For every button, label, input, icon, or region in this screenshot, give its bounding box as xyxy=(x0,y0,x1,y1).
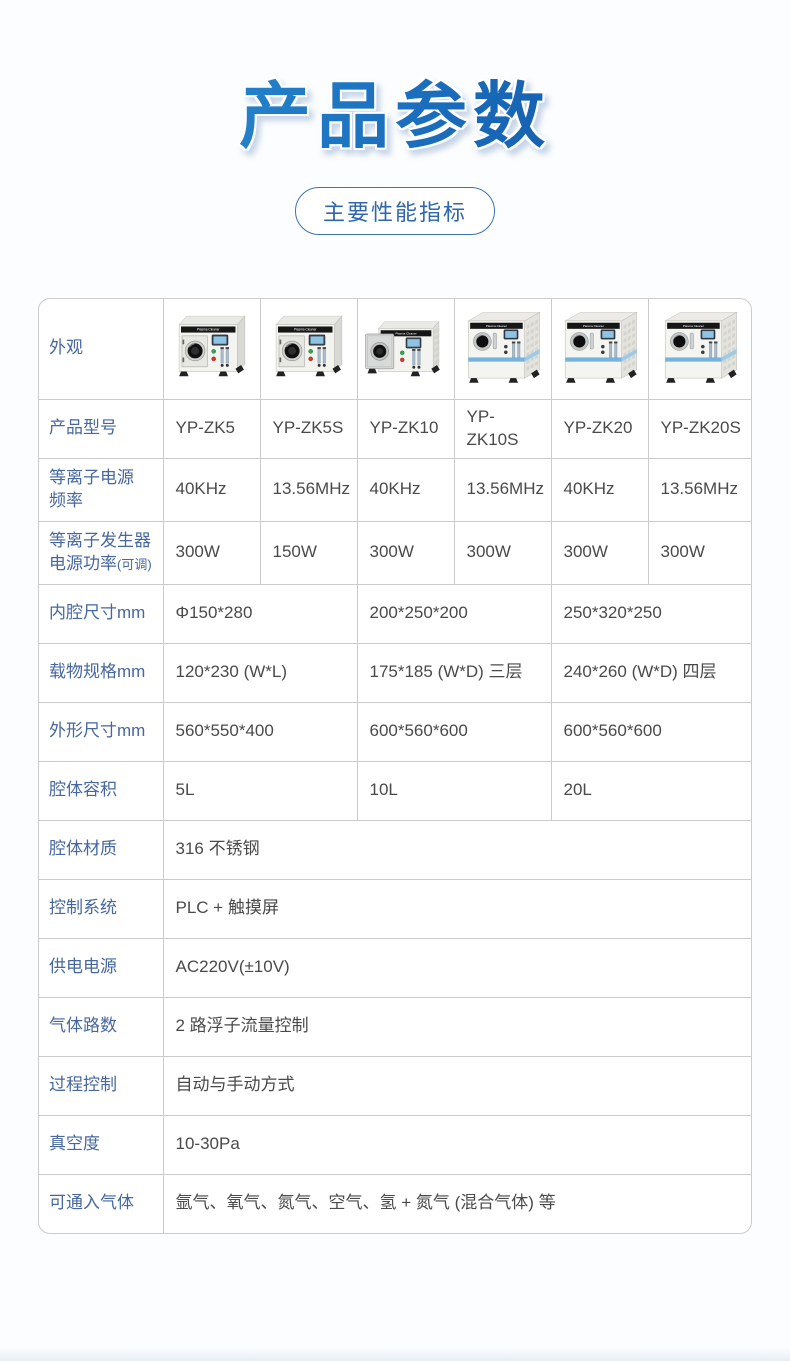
svg-text:Plasma Cleaner: Plasma Cleaner xyxy=(196,328,220,332)
spec-cell: 40KHz xyxy=(550,457,649,522)
spec-row-vacuum: 真空度 10-30Pa xyxy=(39,1114,751,1175)
product-image-yp-zk5: Plasma Cleaner xyxy=(166,315,258,377)
performance-badge: 主要性能指标 xyxy=(294,187,495,236)
product-image-cell: Plasma Cleaner xyxy=(453,299,552,400)
spec-cell: 40KHz xyxy=(162,457,261,522)
product-image-yp-zk5s: Plasma Cleaner xyxy=(263,315,355,377)
model-cell: YP-ZK5S xyxy=(259,398,358,459)
spec-cell: 10L xyxy=(356,760,552,821)
bottom-strip xyxy=(0,1348,790,1361)
model-cell: YP-ZK5 xyxy=(162,398,261,459)
spec-cell: 300W xyxy=(550,520,649,585)
spec-row-model: 产品型号 YP-ZK5 YP-ZK5S YP-ZK10 YP-ZK10S YP-… xyxy=(39,398,751,459)
spec-row-gases: 可通入气体 氩气、氧气、氮气、空气、氢 + 氮气 (混合气体) 等 xyxy=(39,1173,751,1234)
spec-cell: 氩气、氧气、氮气、空气、氢 + 氮气 (混合气体) 等 xyxy=(162,1173,751,1234)
spec-cell: PLC + 触摸屏 xyxy=(162,878,751,939)
row-label-volume: 腔体容积 xyxy=(39,760,164,821)
row-label-gas-channels: 气体路数 xyxy=(39,996,164,1057)
spec-cell: Φ150*280 xyxy=(162,583,358,644)
spec-table: 外观 Plasma Cleaner Plasma xyxy=(39,299,751,1234)
spec-row-cavity-size: 内腔尺寸mm Φ150*280 200*250*200 250*320*250 xyxy=(39,583,751,644)
spec-cell: 2 路浮子流量控制 xyxy=(162,996,751,1057)
spec-cell: 13.56MHz xyxy=(259,457,358,522)
spec-cell: 40KHz xyxy=(356,457,455,522)
spec-cell: 250*320*250 xyxy=(550,583,751,644)
spec-cell: 200*250*200 xyxy=(356,583,552,644)
row-label-load-spec: 载物规格mm xyxy=(39,642,164,703)
spec-row-control-system: 控制系统 PLC + 触摸屏 xyxy=(39,878,751,939)
product-image-cell: Plasma Cleaner xyxy=(356,299,455,400)
row-label-power-supply: 供电电源 xyxy=(39,937,164,998)
model-cell: YP-ZK10 xyxy=(356,398,455,459)
spec-cell: 240*260 (W*D) 四层 xyxy=(550,642,751,703)
spec-cell: 5L xyxy=(162,760,358,821)
product-image-cell: Plasma Cleaner xyxy=(647,299,751,400)
spec-cell: AC220V(±10V) xyxy=(162,937,751,998)
spec-row-volume: 腔体容积 5L 10L 20L xyxy=(39,760,751,821)
spec-cell: 13.56MHz xyxy=(453,457,552,522)
svg-text:Plasma Cleaner: Plasma Cleaner xyxy=(582,324,603,328)
product-image-cell: Plasma Cleaner xyxy=(259,299,358,400)
svg-text:Plasma Cleaner: Plasma Cleaner xyxy=(293,328,317,332)
spec-row-load-spec: 载物规格mm 120*230 (W*L) 175*185 (W*D) 三层 24… xyxy=(39,642,751,703)
row-label-control-system: 控制系统 xyxy=(39,878,164,939)
model-cell: YP-ZK10S xyxy=(453,398,552,459)
spec-row-outer-size: 外形尺寸mm 560*550*400 600*560*600 600*560*6… xyxy=(39,701,751,762)
svg-text:Plasma Cleaner: Plasma Cleaner xyxy=(485,324,506,328)
spec-row-appearance: 外观 Plasma Cleaner Plasma xyxy=(39,299,751,400)
spec-cell: 600*560*600 xyxy=(356,701,552,762)
spec-cell: 560*550*400 xyxy=(162,701,358,762)
row-label-model: 产品型号 xyxy=(39,398,164,459)
row-label-cavity-size: 内腔尺寸mm xyxy=(39,583,164,644)
spec-table-wrap: 外观 Plasma Cleaner Plasma xyxy=(38,298,752,1235)
spec-cell: 120*230 (W*L) xyxy=(162,642,358,703)
spec-cell: 300W xyxy=(647,520,751,585)
row-label-outer-size: 外形尺寸mm xyxy=(39,701,164,762)
product-image-cell: Plasma Cleaner xyxy=(162,299,261,400)
spec-row-gas-channels: 气体路数 2 路浮子流量控制 xyxy=(39,996,751,1057)
row-label-gases: 可通入气体 xyxy=(39,1173,164,1234)
spec-cell: 150W xyxy=(259,520,358,585)
product-parameters-page: 产品参数 主要性能指标 外观 Plasma Cleaner xyxy=(0,76,790,1235)
product-image-cell: Plasma Cleaner xyxy=(550,299,649,400)
product-image-yp-zk20: Plasma Cleaner xyxy=(554,311,646,383)
spec-row-power: 等离子发生器 电源功率(可调) 300W 150W 300W 300W 300W… xyxy=(39,520,751,585)
row-label-appearance: 外观 xyxy=(39,299,164,400)
product-image-yp-zk20s: Plasma Cleaner xyxy=(654,311,746,383)
spec-cell: 600*560*600 xyxy=(550,701,751,762)
spec-cell: 自动与手动方式 xyxy=(162,1055,751,1116)
spec-cell: 300W xyxy=(453,520,552,585)
spec-cell: 175*185 (W*D) 三层 xyxy=(356,642,552,703)
svg-text:Plasma Cleaner: Plasma Cleaner xyxy=(395,331,416,335)
spec-cell: 20L xyxy=(550,760,751,821)
product-image-yp-zk10: Plasma Cleaner xyxy=(360,320,452,377)
badge-wrap: 主要性能指标 xyxy=(0,187,790,236)
row-label-material: 腔体材质 xyxy=(39,819,164,880)
spec-cell: 300W xyxy=(162,520,261,585)
model-cell: YP-ZK20S xyxy=(647,398,751,459)
row-label-frequency: 等离子电源 频率 xyxy=(39,457,164,522)
row-label-power: 等离子发生器 电源功率(可调) xyxy=(39,520,164,585)
spec-row-frequency: 等离子电源 频率 40KHz 13.56MHz 40KHz 13.56MHz 4… xyxy=(39,457,751,522)
product-image-yp-zk10s: Plasma Cleaner xyxy=(457,311,549,383)
row-label-process-control: 过程控制 xyxy=(39,1055,164,1116)
spec-row-process-control: 过程控制 自动与手动方式 xyxy=(39,1055,751,1116)
spec-cell: 300W xyxy=(356,520,455,585)
spec-cell: 10-30Pa xyxy=(162,1114,751,1175)
model-cell: YP-ZK20 xyxy=(550,398,649,459)
svg-text:Plasma Cleaner: Plasma Cleaner xyxy=(683,324,704,328)
spec-cell: 316 不锈钢 xyxy=(162,819,751,880)
spec-row-power-supply: 供电电源 AC220V(±10V) xyxy=(39,937,751,998)
spec-row-material: 腔体材质 316 不锈钢 xyxy=(39,819,751,880)
spec-cell: 13.56MHz xyxy=(647,457,751,522)
row-label-vacuum: 真空度 xyxy=(39,1114,164,1175)
page-title: 产品参数 xyxy=(0,76,790,155)
